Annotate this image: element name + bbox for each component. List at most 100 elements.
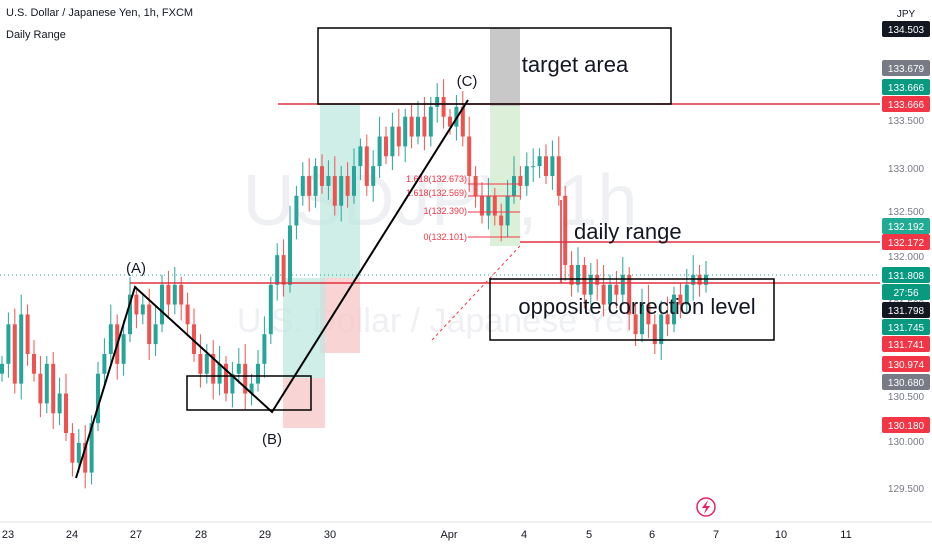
price-label-bg [882, 21, 930, 37]
candle-body [204, 353, 209, 374]
candle-body [627, 274, 632, 315]
candle-body [358, 146, 363, 167]
time-tick: 24 [66, 529, 78, 541]
candle-body [512, 176, 516, 196]
target-area-box[interactable] [317, 27, 672, 105]
candle-body [307, 176, 312, 196]
candle-body [620, 274, 625, 295]
price-axis[interactable]: JPY 133.500 133.000 132.500 132.000 131.… [880, 0, 932, 522]
candle-body [371, 166, 376, 186]
candle-body [691, 274, 696, 285]
candle-body [531, 166, 536, 168]
price-label: 133.666 [888, 83, 925, 94]
price-label: 134.503 [888, 25, 925, 36]
candle-body [102, 353, 107, 374]
candle-body [147, 304, 152, 345]
candle-body [0, 363, 4, 374]
candle-body [460, 106, 465, 137]
wave-label-c: (C) [457, 73, 478, 90]
lightning-icon[interactable] [696, 497, 716, 517]
candle-body [185, 304, 190, 325]
candle-body [198, 353, 203, 374]
price-label: 132.172 [888, 238, 925, 249]
candle-body [217, 363, 222, 384]
wave-label-a: (A) [126, 260, 146, 277]
candle-body [352, 166, 356, 196]
time-tick: 30 [324, 529, 336, 541]
wave-label-b: (B) [262, 431, 282, 448]
price-label-bg [882, 234, 930, 250]
price-label: 131.745 [888, 323, 925, 334]
price-label-bg [882, 79, 930, 95]
price-label: 130.180 [888, 421, 925, 432]
candle-body [435, 96, 440, 107]
price-label: 133.666 [888, 100, 925, 111]
time-tick: 11 [840, 529, 851, 541]
candle-body [275, 255, 280, 285]
candle-body [134, 294, 139, 315]
candle-body [326, 176, 331, 186]
time-tick: Apr [440, 529, 457, 541]
candle-body [646, 304, 651, 325]
candle-body [288, 225, 292, 285]
candle-body [652, 324, 657, 345]
time-axis[interactable]: 23 24 27 28 29 30 Apr 4 5 6 7 10 11 [0, 521, 932, 541]
time-tick: 27 [130, 529, 142, 541]
price-label-bg [882, 96, 930, 112]
candle-body [428, 106, 433, 137]
candle-body [550, 156, 555, 177]
candle-body [601, 284, 606, 305]
fib-label-2: 1.618(132.569) [406, 188, 467, 198]
candle-body [44, 363, 49, 404]
candle-body [249, 383, 254, 394]
price-label-bg [882, 417, 930, 433]
candle-body [377, 136, 382, 167]
chart-title: U.S. Dollar / Japanese Yen, 1h, FXCM [6, 7, 194, 19]
indicator-label: Daily Range [6, 29, 66, 41]
price-label-bg [882, 336, 930, 352]
candle-body [409, 116, 414, 137]
candle-body [556, 156, 561, 196]
price-label: 130.680 [888, 378, 925, 389]
candle-body [19, 314, 24, 384]
candle-body [108, 324, 113, 354]
candle-body [256, 363, 260, 384]
candle-body [224, 363, 228, 394]
price-label: 131.808 [888, 271, 925, 282]
candle-body [96, 373, 100, 424]
target-area-label: target area [522, 52, 629, 77]
candle-body [588, 274, 593, 295]
correction-box[interactable] [489, 278, 775, 341]
candle-body [57, 393, 62, 414]
b-wave-box[interactable] [186, 375, 312, 411]
candle-body [281, 255, 286, 285]
time-tick: 23 [2, 529, 14, 541]
price-label: 27:56 [893, 288, 918, 299]
candle-body [332, 176, 337, 206]
candle-body [486, 195, 491, 216]
daily-range-label: daily range [574, 219, 682, 244]
price-label: 131.798 [888, 306, 925, 317]
candle-body [678, 294, 683, 305]
candle-body [339, 176, 344, 206]
fib-tool[interactable]: 1.618(132.673) 1.618(132.569) 1(132.390)… [406, 174, 520, 242]
candle-body [313, 166, 318, 196]
candle-body [544, 156, 548, 177]
candle-body [499, 215, 504, 226]
candle-body [268, 284, 273, 335]
price-label-bg [882, 284, 930, 300]
candle-body [505, 195, 510, 226]
abc-wave-line[interactable] [75, 99, 469, 479]
candle-body [608, 284, 612, 305]
candle-body [364, 146, 369, 186]
time-tick: 5 [586, 529, 592, 541]
candle-body [640, 304, 644, 335]
candle-body [236, 363, 241, 374]
candle-body [441, 96, 446, 117]
candle-body [467, 136, 472, 177]
price-tick: 133.000 [888, 164, 925, 175]
candle-body [396, 126, 401, 147]
fib-label-3: 1(132.390) [423, 206, 467, 216]
candle-body [166, 284, 171, 305]
